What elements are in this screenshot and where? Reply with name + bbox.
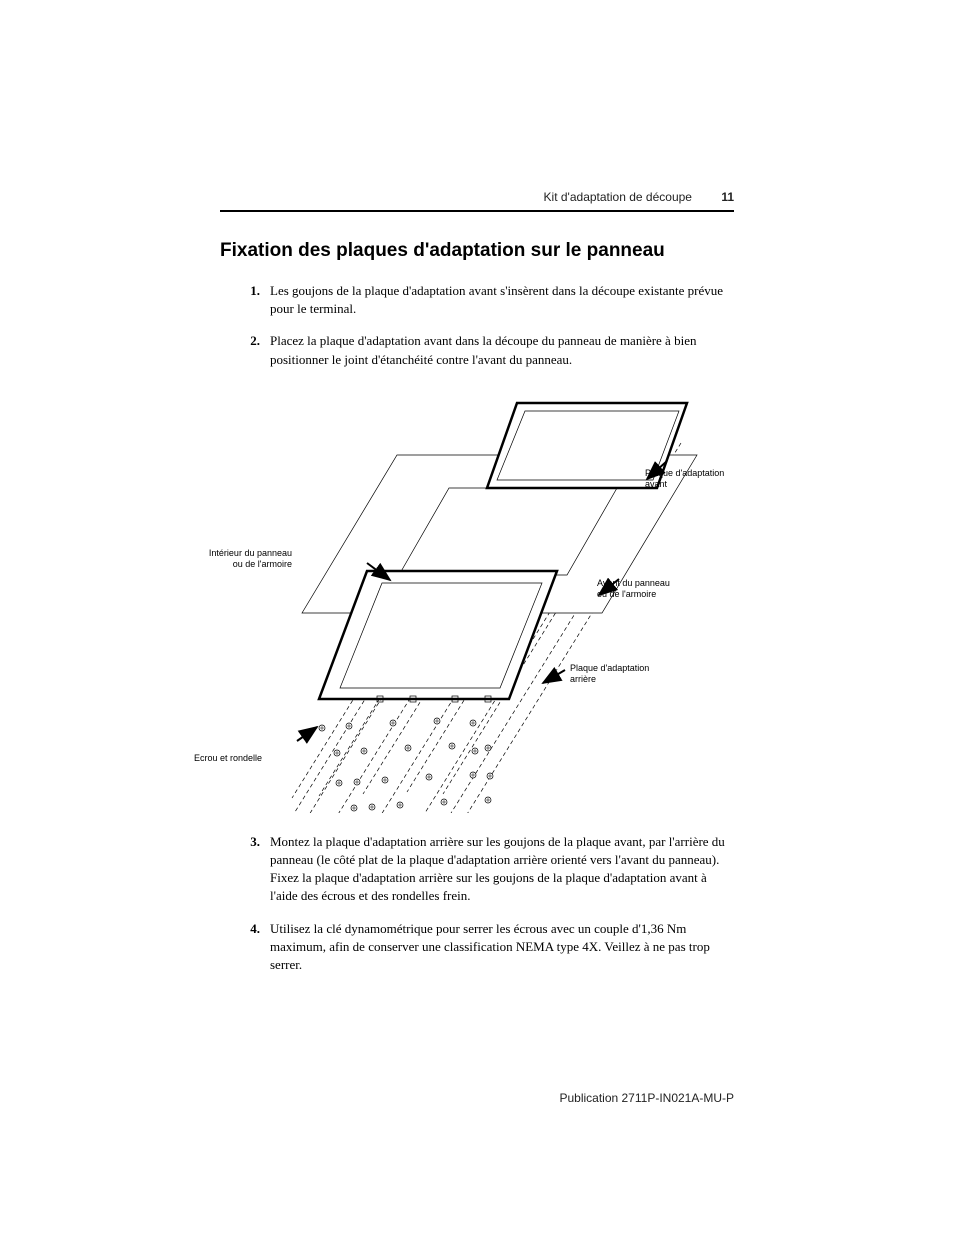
step-list-continued: 3. Montez la plaque d'adaptation arrière… [220, 833, 734, 974]
step-text: Montez la plaque d'adaptation arrière su… [270, 833, 734, 906]
step-list: 1. Les goujons de la plaque d'adaptation… [220, 282, 734, 369]
step-number: 1. [246, 282, 270, 318]
page-number: 11 [721, 190, 734, 204]
label-panel-interior: Intérieur du panneauou de l'armoire [202, 548, 292, 571]
step-text: Placez la plaque d'adaptation avant dans… [270, 332, 734, 368]
running-header: Kit d'adaptation de découpe 11 [544, 190, 734, 204]
step-text: Utilisez la clé dynamométrique pour serr… [270, 920, 734, 975]
list-item: 1. Les goujons de la plaque d'adaptation… [246, 282, 734, 318]
label-panel-front: Avant du panneauou de l'armoire [597, 578, 670, 601]
header-rule [220, 210, 734, 212]
publication-footer: Publication 2711P-IN021A-MU-P [559, 1091, 734, 1105]
step-text: Les goujons de la plaque d'adaptation av… [270, 282, 734, 318]
step-number: 3. [246, 833, 270, 906]
step-number: 2. [246, 332, 270, 368]
doc-title: Kit d'adaptation de découpe [544, 190, 692, 204]
section-heading: Fixation des plaques d'adaptation sur le… [220, 240, 734, 262]
label-front-plate: Plaque d'adaptationavant [645, 468, 724, 491]
assembly-diagram: Plaque d'adaptationavant Avant du pannea… [227, 383, 727, 813]
list-item: 3. Montez la plaque d'adaptation arrière… [246, 833, 734, 906]
label-rear-plate: Plaque d'adaptationarrière [570, 663, 649, 686]
list-item: 2. Placez la plaque d'adaptation avant d… [246, 332, 734, 368]
list-item: 4. Utilisez la clé dynamométrique pour s… [246, 920, 734, 975]
step-number: 4. [246, 920, 270, 975]
label-nut-washer: Ecrou et rondelle [177, 753, 262, 764]
